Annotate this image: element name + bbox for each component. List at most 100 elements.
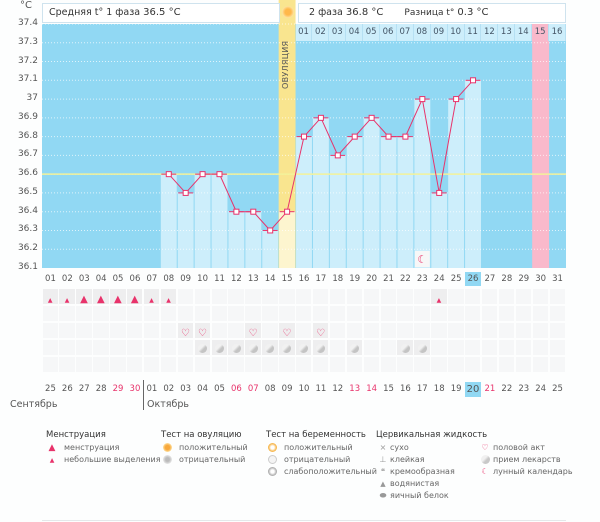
mark-cell[interactable] <box>329 306 346 321</box>
mark-cell[interactable] <box>498 289 515 304</box>
cycle-day-label[interactable]: 20 <box>366 274 378 284</box>
menstruation-light-icon[interactable]: ▲ <box>42 289 58 304</box>
mark-cell[interactable] <box>481 340 498 355</box>
mark-cell[interactable] <box>177 340 194 355</box>
mark-cell[interactable] <box>127 306 143 321</box>
mark-cell[interactable] <box>228 306 244 321</box>
menstruation-heavy-icon[interactable]: ▲ <box>76 289 92 305</box>
cycle-day-label[interactable]: 27 <box>484 274 496 284</box>
calendar-date[interactable]: 08 <box>264 384 276 394</box>
mark-cell[interactable] <box>414 306 430 321</box>
mark-cell[interactable] <box>549 306 565 321</box>
mark-cell[interactable] <box>76 323 92 338</box>
cycle-day-label[interactable]: 11 <box>214 274 225 284</box>
mark-cell[interactable] <box>194 357 211 372</box>
calendar-date[interactable]: 26 <box>61 384 73 394</box>
mark-cell[interactable] <box>76 357 92 372</box>
mark-cell[interactable] <box>465 340 481 355</box>
calendar-date[interactable]: 30 <box>129 384 141 394</box>
mark-cell[interactable] <box>93 357 109 372</box>
calendar-date[interactable]: 20 <box>464 382 482 397</box>
cycle-day-label[interactable]: 25 <box>450 274 462 284</box>
mark-cell[interactable] <box>498 340 515 355</box>
mark-cell[interactable] <box>515 357 532 372</box>
mark-cell[interactable] <box>296 306 312 321</box>
mark-cell[interactable] <box>380 340 396 355</box>
mark-cell[interactable] <box>397 289 413 304</box>
mark-cell[interactable] <box>160 323 177 338</box>
calendar-date[interactable]: 15 <box>383 384 394 394</box>
mark-cell[interactable] <box>110 306 126 321</box>
mark-cell[interactable] <box>363 289 380 304</box>
mark-cell[interactable] <box>380 289 396 304</box>
mark-cell[interactable] <box>262 323 278 338</box>
calendar-date[interactable]: 28 <box>95 384 107 394</box>
calendar-date[interactable]: 12 <box>332 384 344 394</box>
mark-cell[interactable] <box>228 357 244 372</box>
mark-cell[interactable] <box>414 289 430 304</box>
mark-cell[interactable] <box>498 306 515 321</box>
mark-cell[interactable] <box>498 357 515 372</box>
mark-cell[interactable] <box>279 306 295 321</box>
mark-cell[interactable] <box>532 357 549 372</box>
cycle-day-label[interactable]: 26 <box>464 272 482 286</box>
heart-icon[interactable]: ♡ <box>245 323 261 339</box>
heart-icon[interactable]: ♡ <box>312 323 329 339</box>
mark-cell[interactable] <box>59 306 75 321</box>
pill-icon[interactable] <box>414 340 430 355</box>
mark-cell[interactable] <box>110 323 126 338</box>
mark-cell[interactable] <box>515 323 532 338</box>
cycle-day-label[interactable]: 19 <box>349 274 361 284</box>
calendar-date[interactable]: 07 <box>247 384 259 394</box>
mark-cell[interactable] <box>110 357 126 372</box>
mark-cell[interactable] <box>532 306 549 321</box>
cycle-day-label[interactable]: 14 <box>264 274 276 284</box>
pill-icon[interactable] <box>194 340 211 355</box>
mark-cell[interactable] <box>481 306 498 321</box>
calendar-date[interactable]: 21 <box>484 384 496 394</box>
mark-cell[interactable] <box>93 340 109 355</box>
mark-cell[interactable] <box>245 357 261 372</box>
pill-icon[interactable] <box>296 340 312 355</box>
mark-cell[interactable] <box>329 289 346 304</box>
calendar-date[interactable]: 25 <box>45 384 56 394</box>
calendar-date[interactable]: 22 <box>501 384 513 394</box>
menstruation-light-icon[interactable]: ▲ <box>431 289 447 304</box>
mark-cell[interactable] <box>397 323 413 338</box>
mark-cell[interactable] <box>59 357 75 372</box>
cycle-day-label[interactable]: 28 <box>501 274 513 284</box>
mark-cell[interactable] <box>296 323 312 338</box>
calendar-date[interactable]: 10 <box>298 384 310 394</box>
mark-cell[interactable] <box>262 306 278 321</box>
mark-cell[interactable] <box>515 306 532 321</box>
mark-cell[interactable] <box>296 289 312 304</box>
pill-icon[interactable] <box>245 340 261 355</box>
mark-cell[interactable] <box>177 306 194 321</box>
mark-cell[interactable] <box>414 323 430 338</box>
pill-icon[interactable] <box>279 340 295 355</box>
mark-cell[interactable] <box>549 357 565 372</box>
mark-cell[interactable] <box>296 357 312 372</box>
mark-cell[interactable] <box>532 323 549 338</box>
heart-icon[interactable]: ♡ <box>194 323 211 339</box>
mark-cell[interactable] <box>448 340 464 355</box>
cycle-day-label[interactable]: 06 <box>129 274 141 284</box>
mark-cell[interactable] <box>262 289 278 304</box>
mark-cell[interactable] <box>143 323 160 338</box>
calendar-date[interactable]: 02 <box>163 384 175 394</box>
mark-cell[interactable] <box>76 306 92 321</box>
cycle-day-label[interactable]: 22 <box>399 274 411 284</box>
mark-cell[interactable] <box>76 340 92 355</box>
calendar-date[interactable]: 09 <box>281 384 293 394</box>
mark-cell[interactable] <box>532 289 549 304</box>
mark-cell[interactable] <box>329 340 346 355</box>
mark-cell[interactable] <box>127 340 143 355</box>
mark-cell[interactable] <box>363 323 380 338</box>
mark-cell[interactable] <box>346 323 363 338</box>
mark-cell[interactable] <box>211 323 227 338</box>
calendar-date[interactable]: 01 <box>146 384 158 394</box>
calendar-date[interactable]: 11 <box>315 384 327 394</box>
cycle-day-label[interactable]: 18 <box>332 274 344 284</box>
mark-cell[interactable] <box>549 289 565 304</box>
mark-cell[interactable] <box>228 289 244 304</box>
